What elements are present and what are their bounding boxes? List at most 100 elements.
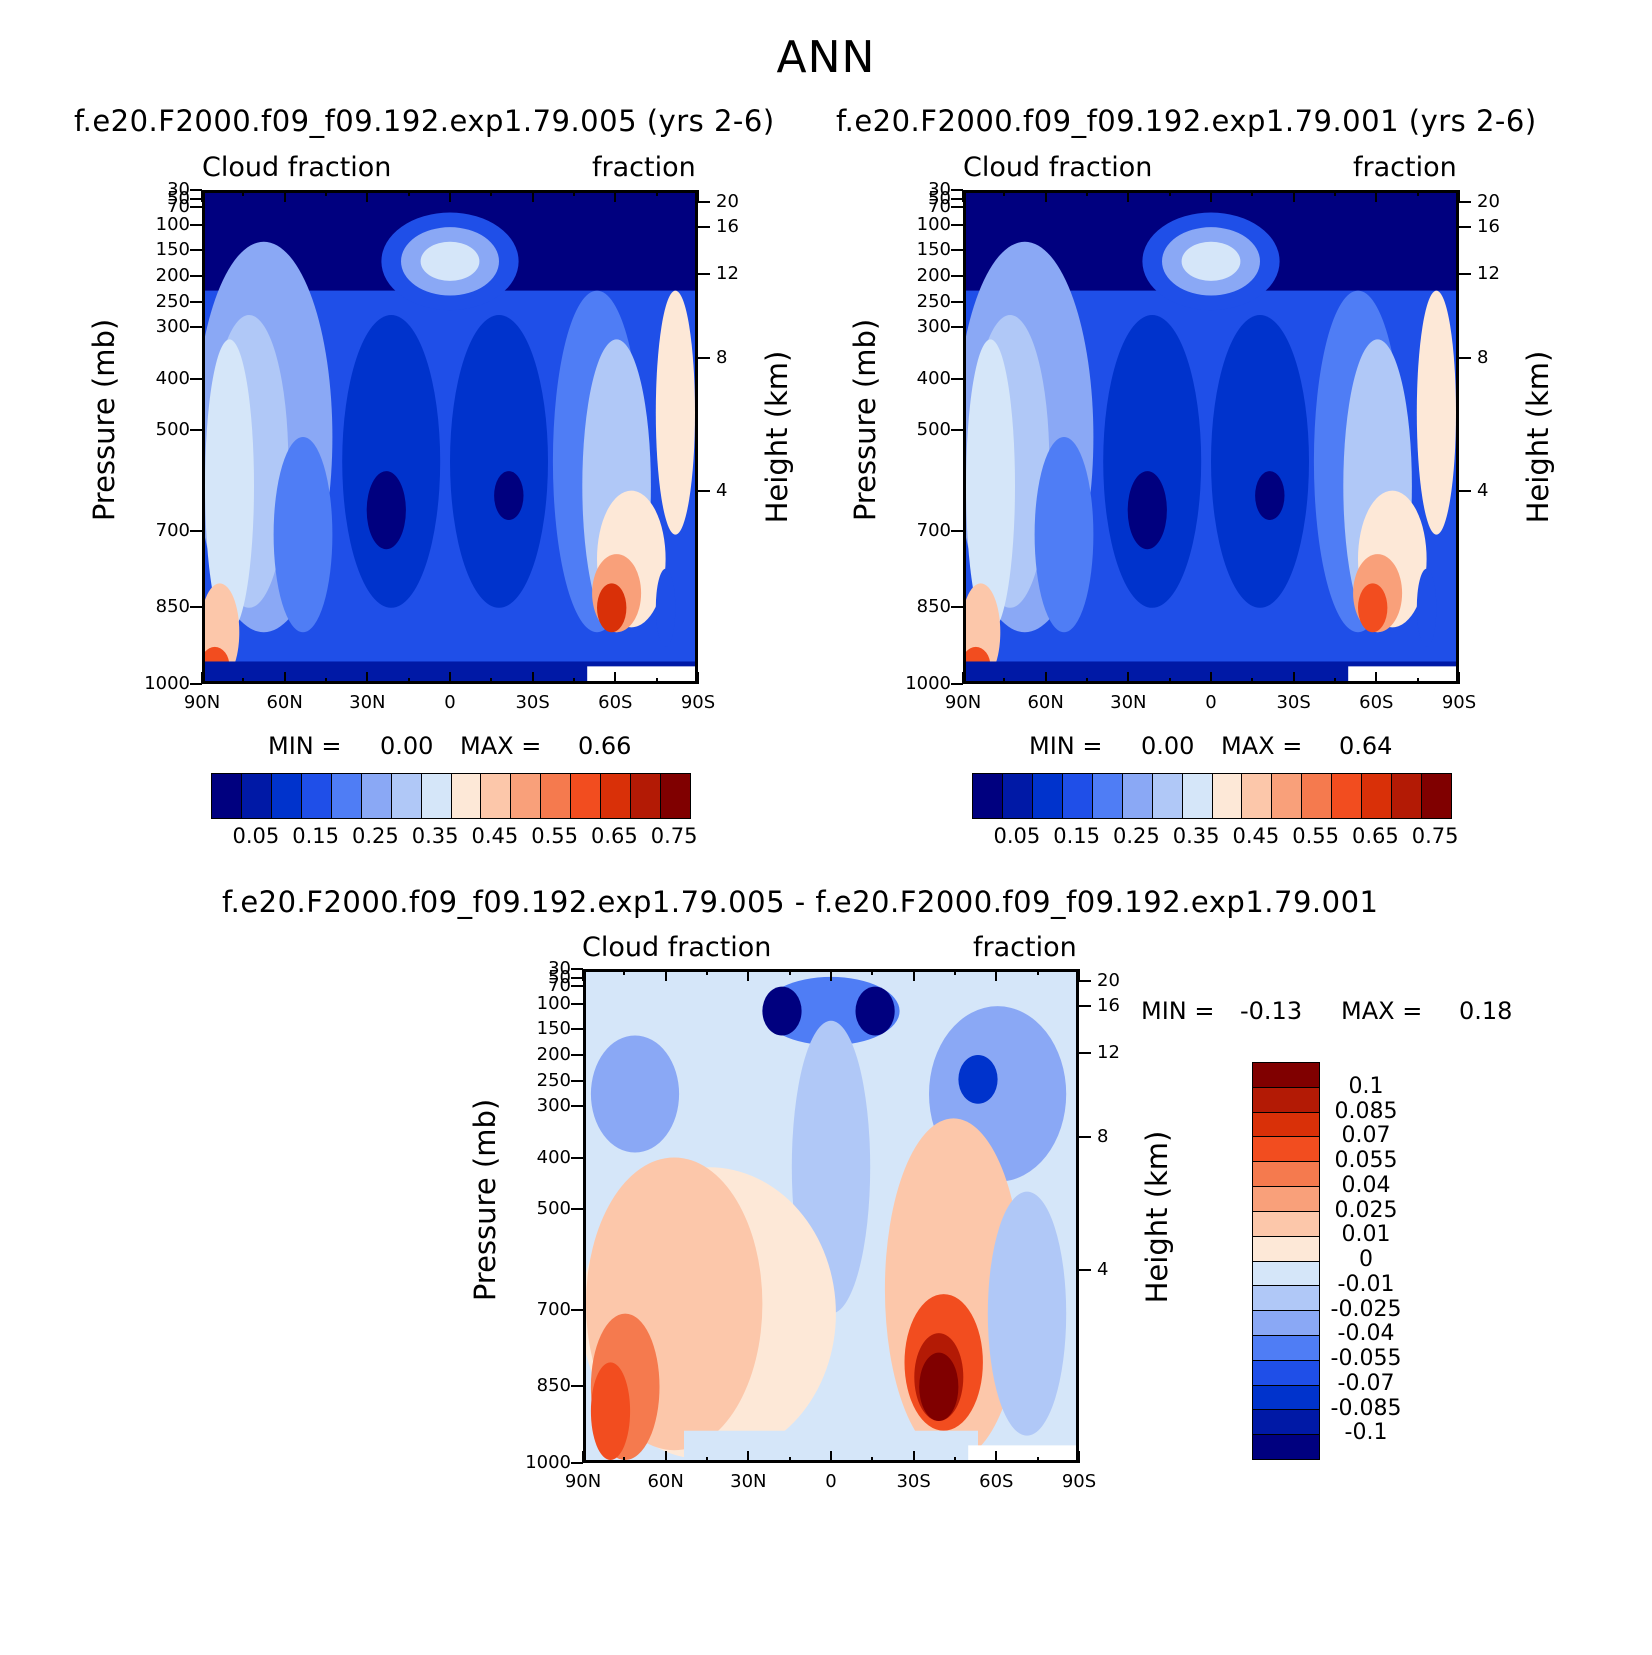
y-tick-label: 400 — [155, 367, 190, 389]
x-tick-mark — [531, 672, 534, 684]
surface-level — [205, 661, 695, 681]
panel-2-ylabel: Pressure (mb) — [848, 318, 882, 522]
panel-1-left-label: Cloud fraction — [202, 152, 392, 183]
x-tick-label: 90N — [183, 692, 221, 713]
x-tick-mark — [1003, 678, 1006, 684]
panel-1-max-label: MAX = — [460, 732, 542, 760]
contour-field — [966, 193, 1456, 681]
y-tick-mark — [951, 300, 963, 303]
x-tick-mark — [366, 672, 369, 684]
x-tick-mark — [1251, 190, 1254, 196]
x-tick-mark — [664, 1451, 667, 1463]
x-tick-mark — [1036, 1457, 1039, 1463]
y-tick-label: 200 — [916, 264, 951, 286]
y-tick-mark — [190, 529, 202, 532]
y-tick-mark — [190, 206, 202, 209]
x-tick-mark — [788, 969, 791, 975]
y-tick-mark — [571, 1156, 583, 1159]
colorbar-label: 0.15 — [292, 824, 339, 848]
panel-1-right-label: fraction — [592, 152, 696, 183]
x-tick-label: 0 — [444, 692, 456, 713]
panel-1-contour-plot — [202, 190, 698, 684]
colorbar-swatch — [1253, 1385, 1319, 1411]
x-tick-mark — [697, 672, 699, 684]
y2-tick-label: 8 — [716, 346, 728, 368]
y-tick-label: 30 — [167, 179, 190, 200]
x-tick-mark — [1416, 190, 1419, 196]
y-tick-mark — [571, 1462, 583, 1464]
panel-3-colorbar — [1252, 1062, 1320, 1460]
y-tick-mark — [571, 976, 583, 979]
panel-2-min-label: MIN = — [1029, 732, 1103, 760]
y-tick-mark — [190, 300, 202, 303]
panel-3-contour-plot — [583, 969, 1079, 1463]
missing-data — [1348, 666, 1456, 681]
panel-3-max-value: 0.18 — [1459, 997, 1513, 1025]
colorbar-swatch — [1092, 774, 1123, 818]
x-tick-label: 60N — [647, 1471, 684, 1492]
y-tick-mark — [571, 1105, 583, 1108]
y-tick-label: 250 — [155, 290, 190, 312]
y2-tick-mark — [698, 272, 710, 275]
panel-3-min-value: -0.13 — [1240, 997, 1303, 1025]
colorbar-label: 0.05 — [993, 824, 1041, 848]
y-tick-label: 50 — [548, 966, 571, 988]
colorbar-swatch — [541, 774, 572, 818]
y-tick-mark — [571, 1385, 583, 1388]
x-tick-mark — [995, 969, 998, 981]
y-tick-label: 200 — [155, 264, 190, 286]
y-tick-mark — [951, 377, 963, 380]
x-tick-mark — [582, 969, 584, 981]
missing-data — [587, 666, 695, 681]
y-tick-mark — [571, 968, 583, 970]
colorbar-swatch — [1032, 774, 1063, 818]
colorbar-swatch — [571, 774, 602, 818]
y-tick-label: 700 — [916, 519, 951, 541]
y2-tick-mark — [1079, 1005, 1091, 1008]
x-tick-mark — [366, 190, 369, 202]
colorbar-label: 0.25 — [1112, 824, 1160, 848]
x-tick-mark — [830, 1451, 832, 1463]
contour-region — [205, 339, 254, 633]
y-tick-mark — [571, 1053, 583, 1056]
contour-region — [590, 1035, 680, 1153]
colorbar-swatch — [1253, 1063, 1319, 1088]
colorbar-swatch — [1422, 774, 1451, 818]
colorbar-swatch — [1253, 1360, 1319, 1386]
panel-2-min-value: 0.00 — [1141, 732, 1195, 760]
x-tick-mark — [449, 190, 451, 202]
colorbar-swatch — [241, 774, 272, 818]
x-tick-label: 90S — [1061, 1471, 1097, 1492]
colorbar-label: 0.65 — [590, 824, 638, 848]
x-tick-mark — [1086, 190, 1088, 196]
minimum-region — [762, 986, 802, 1036]
panel-2-colorbar — [972, 773, 1452, 819]
y2-tick-label: 4 — [716, 480, 728, 502]
y-tick-mark — [951, 223, 963, 226]
y-tick-mark — [190, 249, 202, 252]
y-tick-label: 100 — [536, 992, 571, 1014]
x-tick-mark — [623, 969, 626, 975]
colorbar-label: 0.055 — [1334, 1148, 1398, 1173]
y-tick-mark — [190, 683, 202, 685]
x-tick-mark — [1086, 678, 1088, 684]
y2-tick-mark — [1459, 201, 1471, 204]
contour-region — [420, 241, 480, 281]
y-tick-label: 50 — [928, 187, 951, 209]
minimum-region — [855, 986, 895, 1036]
y2-tick-label: 20 — [716, 191, 739, 213]
y-tick-mark — [190, 197, 202, 200]
contour-region — [273, 437, 333, 633]
y-tick-label: 850 — [536, 1375, 571, 1397]
y-tick-label: 500 — [916, 418, 951, 440]
x-tick-mark — [747, 969, 750, 981]
panel-1-title: f.e20.F2000.f09_f09.192.exp1.79.005 (yrs… — [74, 104, 775, 138]
colorbar-label: 0.35 — [411, 824, 459, 848]
contour-region — [655, 290, 695, 535]
y-tick-mark — [951, 529, 963, 532]
y-tick-label: 850 — [155, 596, 190, 618]
y-tick-label: 250 — [916, 290, 951, 312]
colorbar-swatch — [1212, 774, 1243, 818]
x-tick-label: 0 — [825, 1471, 837, 1492]
x-tick-mark — [1003, 190, 1006, 196]
